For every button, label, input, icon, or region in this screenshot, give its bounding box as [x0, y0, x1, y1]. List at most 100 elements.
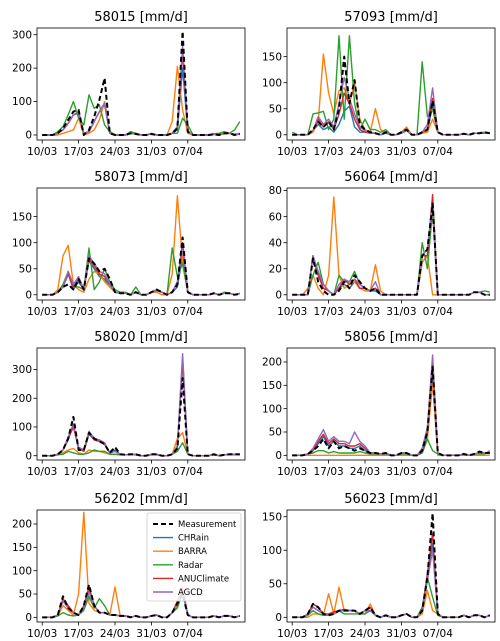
x-tick-label: 17/03: [63, 628, 93, 640]
y-tick-label: 300: [12, 29, 32, 41]
series-line-measurement: [292, 512, 491, 619]
y-tick-label: 50: [19, 589, 32, 601]
x-tick-label: 24/03: [350, 466, 380, 478]
series-group: [42, 195, 241, 296]
x-tick-label: 31/03: [386, 146, 416, 158]
axes-frame: [36, 187, 246, 301]
x-tick-label: 31/03: [386, 466, 416, 478]
subplot-8: 56023 [mm/d] 0 50 100 150 10/03 17/03 24/03 31/0…: [262, 492, 496, 640]
series-line-radar: [42, 94, 241, 136]
y-tick-label: 0: [25, 612, 32, 624]
series-line-agcd: [42, 45, 240, 136]
y-tick-label: 100: [12, 422, 32, 434]
x-tick-label: 31/03: [386, 628, 416, 640]
x-tick-label: 10/03: [277, 466, 307, 478]
series-line-agcd: [292, 549, 491, 619]
series-line-measurement: [42, 583, 241, 619]
x-tick-label: 24/03: [350, 306, 380, 318]
axes-frame: [286, 509, 496, 623]
y-tick-label: 0: [275, 289, 282, 301]
subplot-title: 56064 [mm/d]: [344, 170, 438, 185]
subplot-title: 58015 [mm/d]: [94, 10, 188, 25]
y-tick-label: 50: [269, 103, 282, 115]
series-line-chrain: [42, 360, 240, 457]
y-tick-label: 100: [262, 403, 282, 415]
series-line-barra: [42, 65, 240, 136]
y-tick-label: 50: [269, 427, 282, 439]
series-group: [292, 193, 490, 296]
y-tick-label: 0: [275, 129, 282, 141]
legend-label: BARRA: [178, 547, 207, 557]
x-tick-label: 24/03: [100, 306, 130, 318]
axes-frame: [286, 347, 496, 461]
y-tick-label: 0: [25, 130, 32, 142]
axes-frame: [36, 27, 246, 141]
x-tick-label: 24/03: [350, 628, 380, 640]
x-tick-label: 10/03: [27, 628, 57, 640]
x-tick-label: 17/03: [63, 466, 93, 478]
x-tick-label: 17/03: [313, 628, 343, 640]
subplot-title: 58056 [mm/d]: [344, 330, 438, 345]
x-tick-label: 07/04: [173, 628, 204, 640]
legend-label: Radar: [178, 561, 204, 571]
y-tick-label: 300: [12, 364, 32, 376]
y-tick-label: 0: [25, 289, 32, 301]
series-line-agcd: [292, 76, 490, 136]
series-line-anuclimate: [42, 50, 240, 136]
axes-frame: [286, 187, 496, 301]
x-tick-label: 31/03: [136, 146, 166, 158]
y-tick-label: 200: [262, 357, 282, 369]
x-tick-label: 10/03: [277, 146, 307, 158]
x-tick-label: 10/03: [27, 306, 57, 318]
x-tick-label: 07/04: [423, 306, 454, 318]
y-tick-label: 200: [12, 519, 32, 531]
series-line-chrain: [292, 105, 490, 136]
x-tick-label: 24/03: [100, 466, 130, 478]
x-tick-label: 24/03: [100, 628, 130, 640]
series-line-measurement: [292, 202, 490, 296]
subplot-5: 58020 [mm/d] 0 100 200 300 10/03 17/03 24/03 31/…: [12, 330, 246, 478]
y-tick-label: 60: [269, 211, 282, 223]
y-tick-label: 100: [262, 77, 282, 89]
x-tick-label: 10/03: [277, 306, 307, 318]
subplot-title: 56023 [mm/d]: [344, 492, 438, 507]
axes-frame: [286, 27, 496, 141]
series-group: [292, 354, 491, 457]
y-tick-label: 150: [262, 51, 282, 63]
subplot-7: 56202 [mm/d] 0 50 100 150 200 10/03 17/03 24/03 3…: [12, 492, 246, 640]
series-line-agcd: [42, 353, 240, 457]
subplot-title: 58073 [mm/d]: [94, 170, 188, 185]
subplot-title: 57093 [mm/d]: [344, 10, 438, 25]
series-line-chrain: [42, 67, 240, 136]
series-line-measurement: [292, 365, 490, 457]
y-tick-label: 100: [262, 545, 282, 557]
y-tick-label: 100: [12, 565, 32, 577]
y-tick-label: 150: [12, 211, 32, 223]
y-tick-label: 40: [269, 237, 282, 249]
x-tick-label: 07/04: [173, 146, 204, 158]
x-tick-label: 07/04: [423, 466, 454, 478]
series-line-anuclimate: [42, 357, 240, 457]
x-tick-label: 17/03: [313, 466, 343, 478]
x-tick-label: 31/03: [136, 466, 166, 478]
x-tick-label: 17/03: [313, 306, 343, 318]
x-tick-label: 10/03: [277, 628, 307, 640]
subplot-3: 58073 [mm/d] 0 50 100 150 10/03 17/03 24/03 31/0…: [12, 170, 246, 318]
y-tick-label: 150: [262, 511, 282, 523]
x-tick-label: 31/03: [386, 306, 416, 318]
x-tick-label: 17/03: [63, 306, 93, 318]
series-group: [42, 511, 241, 619]
y-tick-label: 0: [275, 612, 282, 624]
series-line-agcd: [292, 202, 490, 296]
y-tick-label: 80: [269, 185, 282, 197]
legend-label: AGCD: [178, 588, 203, 598]
series-line-anuclimate: [292, 532, 491, 619]
legend-label: Measurement: [178, 520, 237, 530]
x-tick-label: 07/04: [173, 466, 204, 478]
x-tick-label: 31/03: [136, 628, 166, 640]
series-line-measurement: [42, 377, 240, 457]
x-tick-label: 17/03: [313, 146, 343, 158]
x-tick-label: 31/03: [136, 306, 166, 318]
x-tick-label: 10/03: [27, 466, 57, 478]
axes-frame: [36, 347, 246, 461]
